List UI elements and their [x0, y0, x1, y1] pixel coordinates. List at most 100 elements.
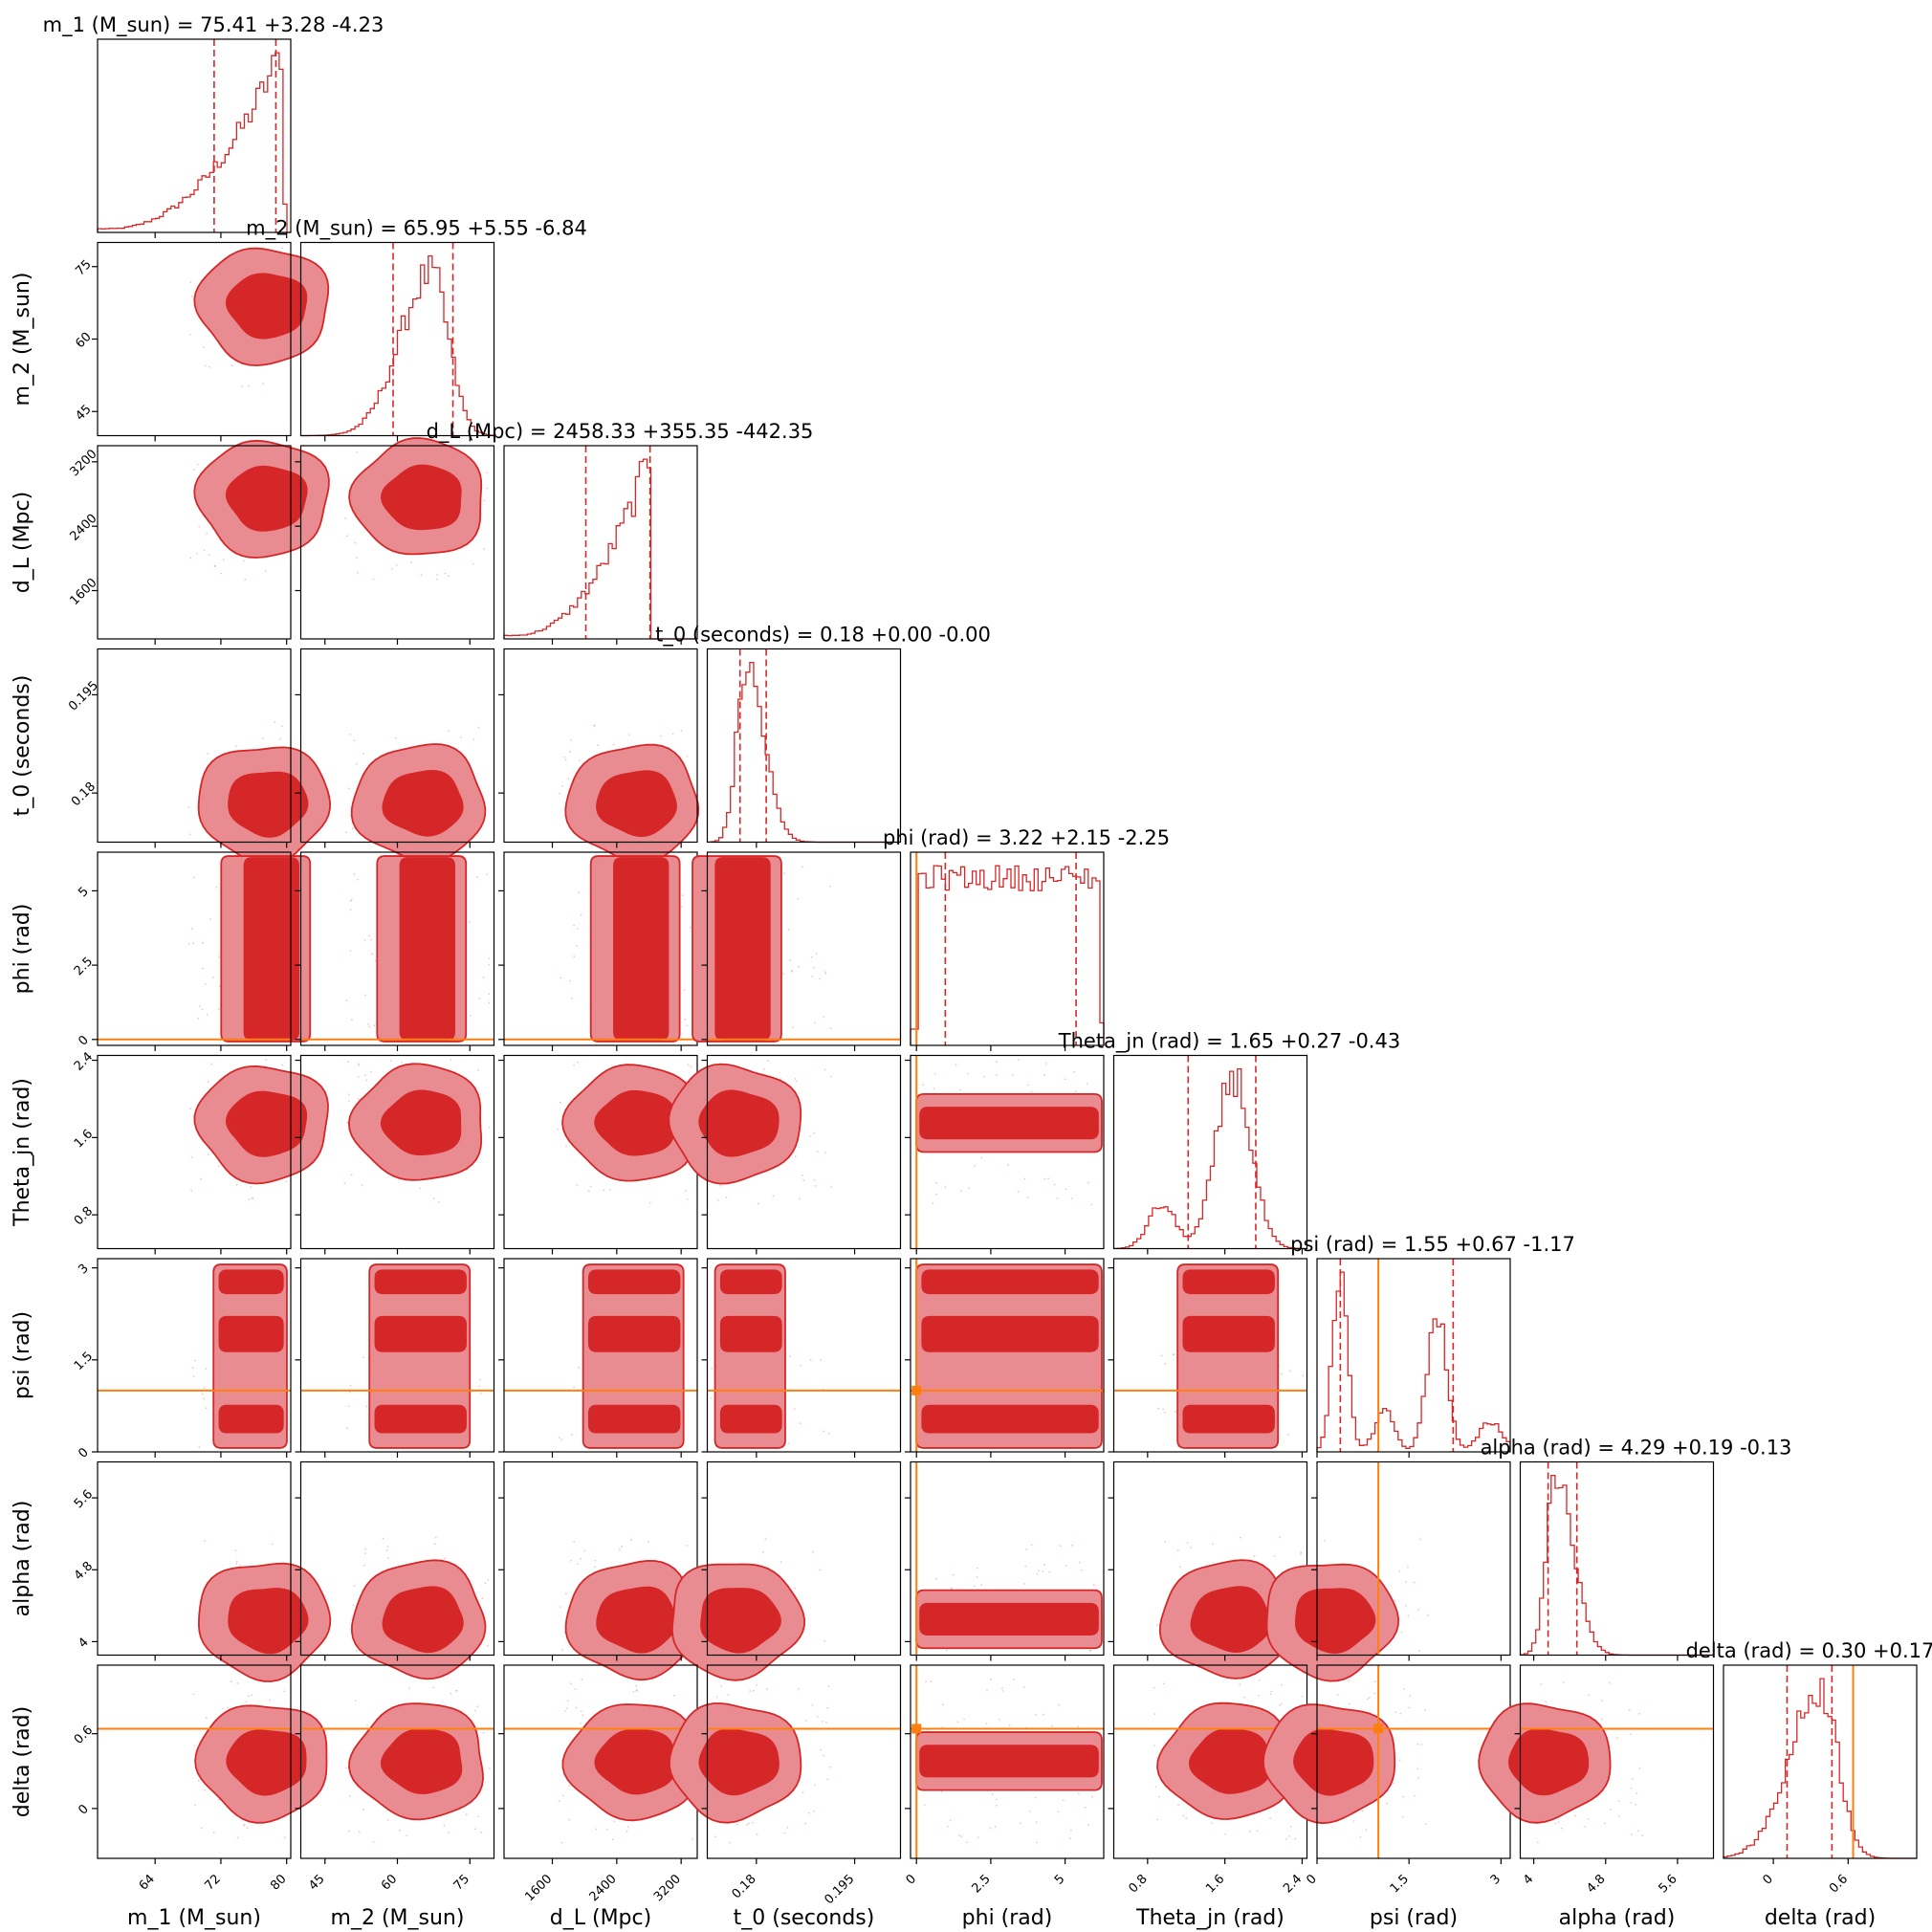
- scatter-point: [1288, 1370, 1291, 1372]
- xlabel-phi: phi (rad): [962, 1906, 1053, 1930]
- scatter-point: [465, 1813, 468, 1816]
- scatter-point: [222, 1707, 225, 1710]
- scatter-point: [1038, 1570, 1040, 1572]
- scatter-point: [443, 1824, 446, 1827]
- contour-inner: [919, 1602, 1099, 1636]
- scatter-point: [1294, 1837, 1297, 1840]
- scatter-point: [1407, 1614, 1410, 1617]
- panel-frame: [503, 1460, 698, 1657]
- hist-dL: [503, 458, 697, 640]
- scatter-point: [752, 1821, 755, 1824]
- scatter-point: [202, 346, 205, 349]
- y-tick-label: 45: [73, 403, 94, 424]
- scatter-point: [203, 549, 206, 552]
- scatter-point: [1023, 1685, 1025, 1688]
- x-tick-label: 75: [451, 1872, 472, 1893]
- scatter-point: [716, 1198, 719, 1201]
- scatter-point: [1001, 1687, 1003, 1689]
- scatter-point: [235, 745, 237, 748]
- scatter-point: [1036, 1841, 1039, 1844]
- scatter-point: [1258, 1679, 1261, 1681]
- scatter-point: [1348, 1680, 1350, 1682]
- scatter-point: [823, 1639, 826, 1642]
- scatter-point: [482, 977, 485, 978]
- ylabel-theta_jn: Theta_jn (rad): [11, 1078, 34, 1227]
- scatter-point: [1153, 1686, 1155, 1689]
- scatter-point: [996, 1798, 998, 1801]
- scatter-point: [1628, 1708, 1631, 1711]
- scatter-point: [1043, 1564, 1045, 1566]
- ylabel-dL: d_L (Mpc): [11, 492, 34, 593]
- scatter-point: [239, 1564, 242, 1567]
- scatter-point: [1413, 1794, 1416, 1797]
- scatter-point: [826, 1778, 828, 1781]
- scatter-point: [251, 1694, 252, 1697]
- contour-lobe-0: [587, 1404, 681, 1434]
- contour-lobe-1: [587, 1315, 681, 1352]
- scatter-point: [1554, 1822, 1556, 1825]
- scatter-point: [1028, 1810, 1031, 1812]
- scatter-point: [1012, 1679, 1015, 1680]
- scatter-point: [248, 1198, 251, 1200]
- scatter-point: [772, 1195, 775, 1197]
- scatter-point: [764, 1538, 767, 1541]
- scatter-point: [1178, 1566, 1181, 1569]
- scatter-point: [395, 736, 397, 739]
- scatter-point: [1413, 1581, 1416, 1584]
- scatter-point: [1164, 1541, 1167, 1544]
- scatter-point: [450, 1692, 452, 1695]
- panel-frame: [97, 1258, 292, 1453]
- x-tick-label: 1.5: [1388, 1872, 1412, 1896]
- scatter-point: [386, 1819, 389, 1821]
- scatter-point: [793, 1587, 796, 1590]
- scatter-point: [351, 1019, 353, 1021]
- scatter-point: [361, 1184, 363, 1187]
- scatter-point: [436, 574, 439, 577]
- scatter-point: [235, 1560, 238, 1563]
- scatter-point: [364, 994, 367, 997]
- scatter-point: [1637, 1712, 1640, 1715]
- scatter-point: [762, 1550, 764, 1553]
- scatter-point: [192, 469, 195, 472]
- scatter-point: [206, 532, 209, 535]
- scatter-point: [1211, 1543, 1214, 1546]
- scatter-point: [715, 1696, 718, 1699]
- scatter-point: [1416, 1767, 1419, 1770]
- scatter-point: [365, 1079, 367, 1082]
- scatter-point: [820, 1748, 822, 1751]
- scatter-point: [823, 1754, 824, 1757]
- scatter-point: [199, 1005, 202, 1007]
- scatter-point: [680, 906, 683, 908]
- scatter-point: [244, 578, 247, 581]
- scatter-point: [1243, 1696, 1246, 1699]
- scatter-point: [570, 1559, 572, 1562]
- scatter-point: [947, 1825, 949, 1828]
- scatter-point: [574, 1688, 577, 1691]
- scatter-point: [1164, 1362, 1167, 1365]
- contour-lobe-0: [1182, 1404, 1275, 1434]
- scatter-point: [686, 1544, 689, 1547]
- scatter-point: [1609, 1808, 1612, 1811]
- scatter-point: [347, 1100, 350, 1103]
- hist-panel-m2: m_2 (M_sun) = 65.95 +5.55 -6.84: [246, 217, 587, 442]
- contour-outer: [714, 1263, 786, 1449]
- scatter-point: [746, 1823, 749, 1826]
- scatter-point: [756, 1683, 757, 1686]
- scatter-point: [219, 572, 222, 575]
- title-psi: psi (rad) = 1.55 +0.67 -1.17: [1290, 1233, 1575, 1256]
- scatter-point: [1017, 1191, 1020, 1194]
- scatter-point: [487, 1579, 490, 1581]
- scatter-point: [432, 1197, 435, 1199]
- scatter-point: [204, 1789, 206, 1791]
- hist-panel-theta_jn: Theta_jn (rad) = 1.65 +0.27 -0.43: [1058, 1030, 1400, 1255]
- scatter-point: [1641, 1834, 1644, 1837]
- scatter-point: [989, 1678, 992, 1680]
- scatter-point: [1089, 1649, 1092, 1652]
- scatter-point: [198, 525, 201, 528]
- scatter-point: [565, 1145, 567, 1148]
- panel-phi-vs-alpha: [905, 1460, 1105, 1661]
- scatter-point: [1008, 1723, 1011, 1726]
- scatter-point: [958, 1088, 961, 1091]
- scatter-point: [1053, 1183, 1056, 1186]
- panel-frame: [503, 648, 698, 844]
